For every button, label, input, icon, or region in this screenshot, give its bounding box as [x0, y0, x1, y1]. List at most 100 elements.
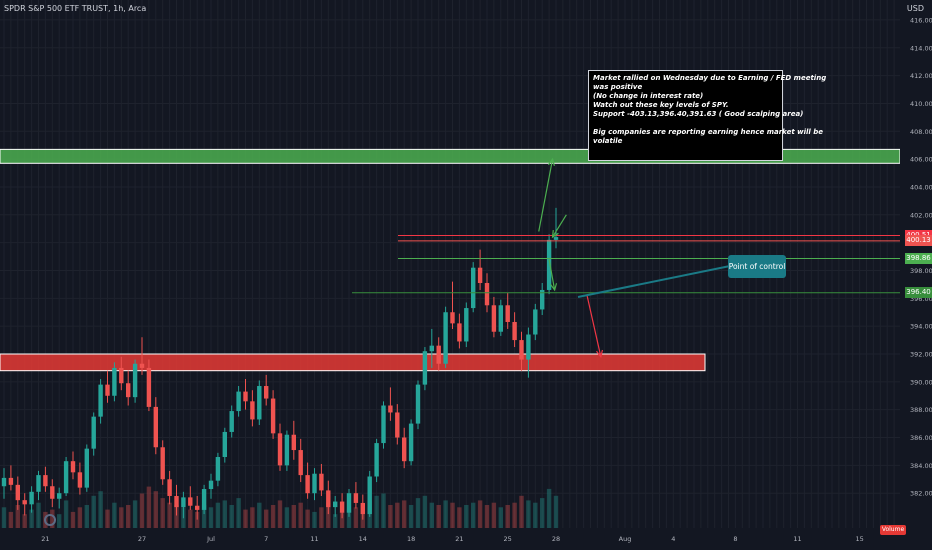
- note-line: Market rallied on Wednesday due to Earni…: [593, 74, 827, 82]
- candle-body: [457, 323, 462, 342]
- volume-bar: [188, 509, 193, 528]
- volume-bar: [312, 511, 317, 528]
- candle-body: [388, 405, 393, 413]
- candle-body: [436, 345, 441, 364]
- note-line: volatile: [593, 137, 623, 145]
- volume-bar: [1, 507, 7, 528]
- candle-body: [408, 423, 414, 462]
- candle-body: [181, 497, 186, 508]
- arrow-head: [550, 283, 558, 292]
- candle-body: [215, 457, 221, 481]
- candle-body: [464, 308, 469, 342]
- volume-bar: [443, 500, 448, 528]
- candle-body: [326, 490, 331, 508]
- volume-bar: [208, 507, 214, 528]
- candle-body: [8, 477, 14, 485]
- volume-bar: [305, 509, 310, 528]
- volume-bar: [132, 500, 138, 528]
- volume-bar: [277, 500, 283, 528]
- candle-body: [346, 493, 352, 513]
- candle-body: [526, 334, 531, 360]
- time-tick-label: 21: [455, 535, 463, 543]
- price-tick-label: 386.00: [910, 434, 932, 442]
- candle-body: [264, 386, 269, 399]
- candle-body: [422, 351, 428, 385]
- price-axis-background: [900, 0, 932, 550]
- candle-body: [208, 480, 214, 490]
- candle-body: [243, 391, 248, 402]
- volume-bar: [402, 500, 407, 528]
- price-tick-label: 404.00: [910, 183, 932, 191]
- candles: [1, 207, 559, 520]
- volume-bar: [270, 505, 276, 528]
- volume-bar: [388, 505, 393, 528]
- point-of-control-connector: [577, 265, 731, 298]
- price-tick-label: 390.00: [910, 378, 932, 386]
- candle-body: [498, 305, 503, 332]
- candle-body: [540, 289, 545, 310]
- candle-body: [91, 416, 96, 449]
- note-line: Support -403.13,396.40,391.63 ( Good sca…: [593, 110, 804, 118]
- volume-bar: [91, 495, 96, 528]
- arrow-shaft: [552, 214, 567, 238]
- candle-body: [415, 384, 421, 424]
- note-line: was positive: [593, 83, 643, 91]
- volume-bar: [195, 511, 200, 528]
- volume-bar: [319, 507, 324, 528]
- time-tick-label: 4: [671, 535, 675, 543]
- support-zone[interactable]: [0, 353, 706, 372]
- candle-body: [250, 401, 255, 420]
- volume-bars: [1, 486, 559, 528]
- candle-body: [15, 484, 20, 501]
- volume-bar: [457, 507, 462, 528]
- volume-bar: [222, 500, 227, 528]
- volume-bar: [422, 495, 428, 528]
- volume-bar: [257, 502, 262, 528]
- candle-body: [126, 383, 131, 398]
- time-tick-label: 15: [855, 535, 863, 543]
- volume-bar: [243, 509, 248, 528]
- currency-label: USD: [906, 4, 924, 13]
- volume-bar: [84, 505, 89, 528]
- price-tick-label: 398.00: [910, 267, 932, 275]
- volume-label[interactable]: Volume: [880, 525, 906, 535]
- key-levels[interactable]: [352, 235, 900, 294]
- time-axis[interactable]: 21 27 Jul 7 11 14 18 21 25 28 Aug 4 8 11 15: [0, 528, 900, 550]
- candle-body: [77, 472, 83, 488]
- candle-body: [50, 486, 55, 499]
- time-tick-label: 18: [407, 535, 415, 543]
- candle-body: [153, 406, 158, 448]
- price-tick-label: 382.00: [910, 490, 932, 498]
- price-tick-label: 414.00: [910, 44, 932, 52]
- volume-bar: [526, 500, 531, 528]
- volume-bar: [291, 505, 296, 528]
- analysis-note[interactable]: Market rallied on Wednesday due to Earni…: [588, 70, 827, 161]
- candle-body: [333, 501, 338, 508]
- volume-bar: [119, 507, 124, 528]
- price-tick-label: 406.00: [910, 156, 932, 164]
- symbol-title[interactable]: SPDR S&P 500 ETF TRUST, 1h, Arca: [4, 4, 147, 13]
- price-tick-label: 416.00: [910, 16, 932, 24]
- candle-body: [277, 433, 283, 466]
- volume-bar: [139, 493, 145, 528]
- candle-body: [174, 495, 179, 508]
- volume-bar: [374, 495, 379, 528]
- volume-bar: [464, 505, 469, 528]
- point-of-control-callout[interactable]: Point of control: [728, 255, 786, 278]
- candle-body: [553, 237, 559, 240]
- time-tick-label: 8: [733, 535, 737, 543]
- candle-body: [201, 489, 207, 510]
- annotation-arrows: [538, 157, 604, 359]
- price-axis[interactable]: 416.00 414.00 412.00 410.00 408.00 406.00 404.…: [900, 0, 932, 550]
- time-tick-label: 11: [310, 535, 318, 543]
- price-tick-label: 408.00: [910, 128, 932, 136]
- candle-body: [505, 305, 510, 322]
- candle-body: [429, 345, 434, 352]
- candle-body: [477, 267, 483, 284]
- candle-body: [402, 437, 407, 462]
- volume-bar: [429, 502, 434, 528]
- candle-body: [374, 443, 379, 477]
- candle-body: [484, 283, 490, 306]
- price-tick-label: 394.00: [910, 323, 932, 331]
